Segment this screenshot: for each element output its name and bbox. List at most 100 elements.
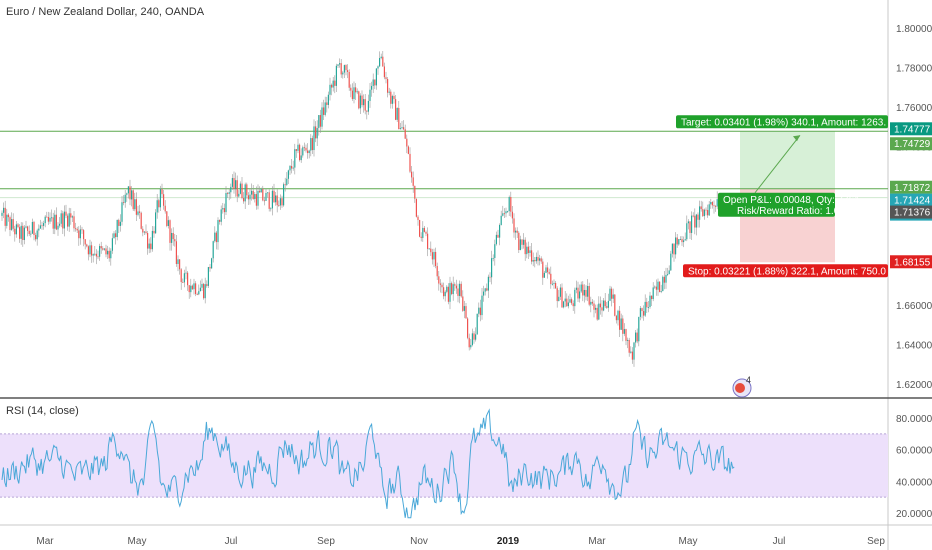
candle-body bbox=[241, 183, 243, 199]
candle-body bbox=[204, 284, 206, 299]
candle-body bbox=[644, 301, 646, 316]
candle-body bbox=[268, 192, 270, 209]
candle-body bbox=[292, 167, 294, 169]
candle-body bbox=[123, 202, 125, 204]
target-label-text: Target: 0.03401 (1.98%) 340.1, Amount: 1… bbox=[681, 117, 886, 128]
candle-body bbox=[236, 180, 238, 197]
candle-body bbox=[124, 194, 126, 203]
candle-body bbox=[121, 202, 123, 222]
candle-body bbox=[84, 239, 86, 245]
candle-body bbox=[649, 295, 651, 308]
candle-body bbox=[87, 246, 89, 255]
candle-body bbox=[486, 288, 488, 291]
candle-body bbox=[449, 283, 451, 302]
candle-body bbox=[22, 225, 24, 240]
profit-zone[interactable] bbox=[740, 131, 835, 189]
candle-body bbox=[478, 307, 480, 314]
candle-body bbox=[599, 303, 601, 308]
candle-body bbox=[340, 63, 342, 75]
candle-body bbox=[62, 213, 64, 229]
candle-body bbox=[71, 216, 73, 218]
candle-body bbox=[49, 217, 51, 222]
stop-label-text: Stop: 0.03221 (1.88%) 322.1, Amount: 750… bbox=[688, 266, 886, 277]
candle-body bbox=[153, 230, 155, 234]
notification-dot bbox=[735, 383, 745, 393]
candle-body bbox=[175, 241, 177, 264]
candle-body bbox=[515, 230, 517, 233]
candle-body bbox=[598, 303, 600, 320]
candle-body bbox=[230, 186, 232, 193]
candle-body bbox=[547, 267, 549, 273]
candle-body bbox=[646, 301, 648, 308]
candle-body bbox=[329, 84, 331, 95]
candle-body bbox=[601, 307, 603, 311]
candle-body bbox=[135, 199, 137, 215]
candle-body bbox=[279, 198, 281, 206]
candle-body bbox=[572, 303, 574, 307]
candle-body bbox=[710, 202, 712, 205]
pnl-label-box bbox=[718, 192, 835, 217]
candle-body bbox=[156, 200, 158, 213]
rsi-axis[interactable]: 80.0000 60.0000 40.0000 20.0000 bbox=[896, 414, 932, 520]
candle-body bbox=[215, 232, 217, 243]
candle-body bbox=[222, 208, 224, 210]
candle-body bbox=[206, 284, 208, 286]
candle-body bbox=[9, 217, 11, 230]
candle-body bbox=[577, 287, 579, 299]
candle-body bbox=[415, 198, 417, 217]
candle-body bbox=[393, 95, 395, 100]
candle-body bbox=[167, 220, 169, 226]
stop-label[interactable]: Stop: 0.03221 (1.88%) 322.1, Amount: 750… bbox=[683, 264, 888, 278]
candle-body bbox=[468, 337, 470, 348]
candle-body bbox=[89, 245, 91, 255]
symbol-title[interactable]: Euro / New Zealand Dollar, 240, OANDA bbox=[6, 6, 205, 18]
target-label[interactable]: Target: 0.03401 (1.98%) 340.1, Amount: 1… bbox=[676, 115, 888, 129]
candle-body bbox=[692, 215, 694, 217]
candle-body bbox=[127, 186, 129, 194]
candle-body bbox=[182, 282, 184, 283]
candle-body bbox=[503, 213, 505, 215]
candle-body bbox=[463, 306, 465, 311]
price-badge-box bbox=[890, 137, 932, 151]
candle-body bbox=[172, 232, 174, 240]
time-axis[interactable]: Mar May Jul Sep Nov 2019 Mar May Jul Sep bbox=[36, 536, 885, 547]
candle-body bbox=[326, 102, 328, 105]
price-badge-box bbox=[890, 193, 932, 207]
price-badge: 1.68155 bbox=[890, 255, 932, 268]
candle-body bbox=[657, 281, 659, 290]
candle-body bbox=[150, 243, 152, 250]
candle-body bbox=[575, 287, 577, 290]
candle-body bbox=[246, 184, 248, 196]
candle-body bbox=[356, 91, 358, 93]
rsi-tick: 40.0000 bbox=[896, 477, 932, 488]
candle-body bbox=[366, 110, 368, 112]
candle-body bbox=[636, 332, 638, 342]
candle-body bbox=[299, 144, 301, 161]
candle-body bbox=[295, 149, 297, 151]
price-badge-text: 1.71424 bbox=[894, 196, 931, 207]
candle-body bbox=[251, 190, 253, 195]
candle-body bbox=[619, 310, 621, 330]
candle-body bbox=[543, 272, 545, 278]
pnl-label-line2: Risk/Reward Ratio: 1.06 bbox=[737, 206, 845, 217]
price-tick: 1.62000 bbox=[896, 380, 932, 391]
candle-body bbox=[217, 220, 219, 243]
candle-body bbox=[142, 228, 144, 233]
candle-body bbox=[438, 276, 440, 284]
candle-body bbox=[78, 230, 80, 239]
notification-icon[interactable]: 4 bbox=[732, 375, 752, 398]
candle-body bbox=[281, 198, 283, 206]
candle-body bbox=[635, 332, 637, 343]
candle-body bbox=[15, 224, 17, 235]
candle-body bbox=[284, 184, 286, 186]
candle-body bbox=[364, 99, 366, 111]
candle-body bbox=[473, 333, 475, 340]
candle-body bbox=[46, 216, 48, 218]
candle-body bbox=[287, 170, 289, 179]
candle-body bbox=[310, 138, 312, 151]
candle-body bbox=[337, 64, 339, 66]
pnl-label[interactable]: Open P&L: 0.00048, Qty: 7761 Risk/Reward… bbox=[718, 192, 860, 217]
rsi-title[interactable]: RSI (14, close) bbox=[6, 405, 79, 417]
position-arrow bbox=[754, 134, 801, 194]
